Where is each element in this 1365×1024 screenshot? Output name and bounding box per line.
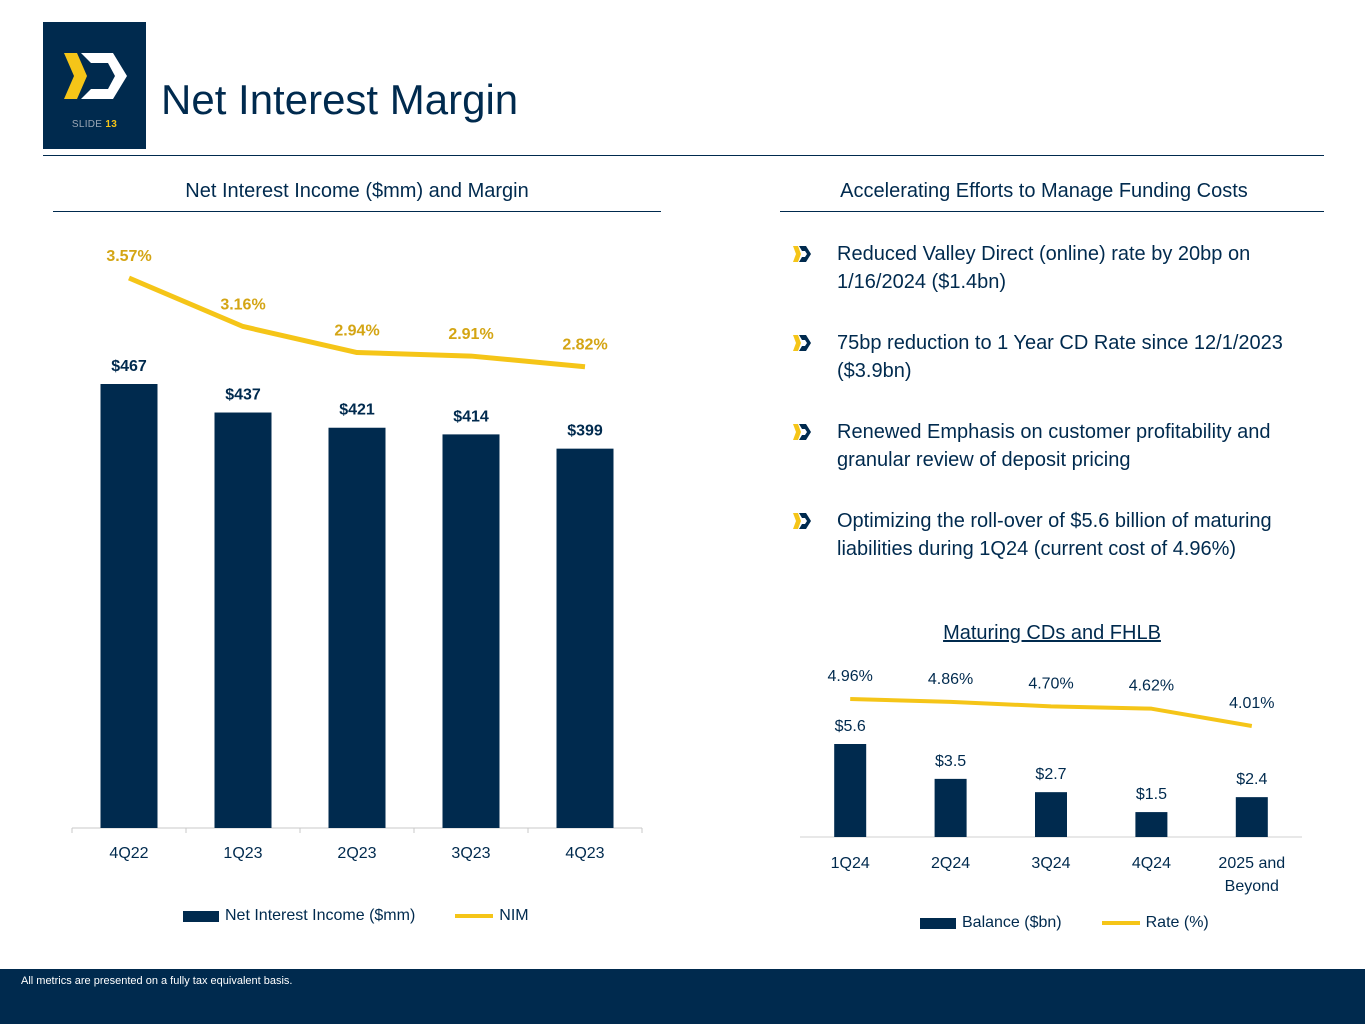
- balance-bar-label: $2.4: [1236, 771, 1267, 788]
- legend-label-nii: Net Interest Income ($mm): [225, 907, 416, 924]
- legend-item-balance: Balance ($bn): [920, 914, 1062, 932]
- nii-bar-label: $467: [111, 358, 147, 375]
- balance-bar-label: $3.5: [935, 753, 966, 770]
- maturity-chart: $5.6 1Q24 $3.5 2Q24 $2.7 3Q24 $1.5 4Q24 $2.4 2025…: [800, 668, 1302, 895]
- title-divider: [43, 155, 1324, 156]
- x-tick-label: 2Q23: [337, 845, 376, 862]
- maturity-chart-legend: Balance ($bn) Rate (%): [920, 914, 1249, 932]
- legend-label-nim: NIM: [499, 907, 529, 924]
- legend-swatch-bar: [183, 910, 219, 922]
- x-tick-label: 2Q24: [931, 855, 970, 872]
- balance-bar: [834, 744, 867, 837]
- balance-bar-label: $2.7: [1035, 766, 1066, 783]
- bullet-item: Reduced Valley Direct (online) rate by 2…: [793, 240, 1323, 296]
- left-section-divider: [53, 211, 661, 212]
- bullet-text: 75bp reduction to 1 Year CD Rate since 1…: [837, 332, 1283, 382]
- nim-label: 2.82%: [562, 337, 607, 354]
- balance-bar: [1135, 812, 1168, 837]
- nii-bar: [328, 427, 386, 828]
- bullet-item: Renewed Emphasis on customer profitabili…: [793, 418, 1323, 474]
- nii-bar: [214, 412, 272, 828]
- bullet-item: Optimizing the roll-over of $5.6 billion…: [793, 507, 1323, 563]
- nii-bar: [442, 434, 500, 828]
- nim-label: 2.94%: [334, 323, 379, 340]
- nii-bar-label: $437: [225, 387, 261, 404]
- legend-label-rate: Rate (%): [1145, 914, 1209, 931]
- balance-bar-label: $5.6: [835, 718, 866, 735]
- balance-bar: [934, 778, 967, 837]
- page-title: Net Interest Margin: [161, 76, 519, 123]
- rate-line: [850, 697, 1253, 728]
- x-tick-label: Beyond: [1225, 878, 1279, 895]
- chevron-bullet-icon: [793, 335, 811, 351]
- legend-label-balance: Balance ($bn): [962, 914, 1062, 931]
- nii-chart-legend: Net Interest Income ($mm) NIM: [183, 907, 569, 925]
- bullet-item: 75bp reduction to 1 Year CD Rate since 1…: [793, 329, 1323, 385]
- legend-swatch-line: [455, 914, 494, 918]
- right-section-divider: [780, 211, 1324, 212]
- x-tick-label: 4Q22: [109, 845, 148, 862]
- rate-label: 4.01%: [1229, 695, 1274, 712]
- balance-bar: [1235, 797, 1268, 837]
- legend-item-nim: NIM: [455, 907, 529, 925]
- nii-bar-label: $414: [453, 408, 489, 425]
- nii-chart: $467 4Q22 $437 1Q23 $421 2Q23 $414 3Q23 $399 4Q23…: [71, 248, 643, 862]
- nii-bar: [556, 448, 614, 828]
- rate-label: 4.86%: [928, 671, 973, 688]
- rate-label: 4.96%: [828, 668, 873, 685]
- balance-bar: [1035, 792, 1067, 837]
- x-tick-label: 4Q23: [565, 845, 604, 862]
- legend-item-nii: Net Interest Income ($mm): [183, 907, 415, 925]
- footer: All metrics are presented on a fully tax…: [0, 969, 1365, 1024]
- legend-item-rate: Rate (%): [1101, 914, 1209, 932]
- right-section-title: Accelerating Efforts to Manage Funding C…: [840, 180, 1248, 202]
- x-tick-label: 1Q24: [831, 855, 870, 872]
- nim-line: [128, 275, 586, 370]
- nii-bar: [100, 384, 158, 828]
- chevron-logo-icon: [64, 53, 127, 99]
- nim-label: 3.16%: [220, 296, 265, 313]
- bullet-text: Renewed Emphasis on customer profitabili…: [837, 421, 1271, 471]
- left-section-title: Net Interest Income ($mm) and Margin: [185, 180, 529, 202]
- chevron-bullet-icon: [793, 424, 811, 440]
- bullet-list: Reduced Valley Direct (online) rate by 2…: [793, 240, 1323, 596]
- legend-swatch-bar: [920, 917, 956, 929]
- chevron-bullet-icon: [793, 513, 811, 529]
- x-tick-label: 3Q23: [451, 845, 490, 862]
- x-tick-label: 4Q24: [1132, 855, 1171, 872]
- nim-label: 2.91%: [448, 326, 493, 343]
- rate-label: 4.62%: [1129, 678, 1174, 695]
- slide-number: SLIDE 13: [71, 119, 118, 130]
- balance-bar-label: $1.5: [1136, 786, 1167, 803]
- bullet-text: Reduced Valley Direct (online) rate by 2…: [837, 243, 1251, 293]
- x-tick-label: 1Q23: [223, 845, 262, 862]
- bullet-text: Optimizing the roll-over of $5.6 billion…: [837, 510, 1272, 560]
- x-tick-label: 3Q24: [1031, 855, 1070, 872]
- maturity-chart-title: Maturing CDs and FHLB: [943, 622, 1161, 644]
- nii-bar-label: $421: [339, 402, 375, 419]
- chevron-bullet-icon: [793, 246, 811, 262]
- rate-label: 4.70%: [1028, 675, 1073, 692]
- nim-label: 3.57%: [106, 248, 151, 265]
- legend-swatch-line: [1101, 921, 1140, 925]
- logo: SLIDE 13: [43, 22, 146, 149]
- footer-note: All metrics are presented on a fully tax…: [21, 975, 293, 987]
- nii-bar-label: $399: [567, 423, 603, 440]
- x-tick-label: 2025 and: [1218, 855, 1285, 872]
